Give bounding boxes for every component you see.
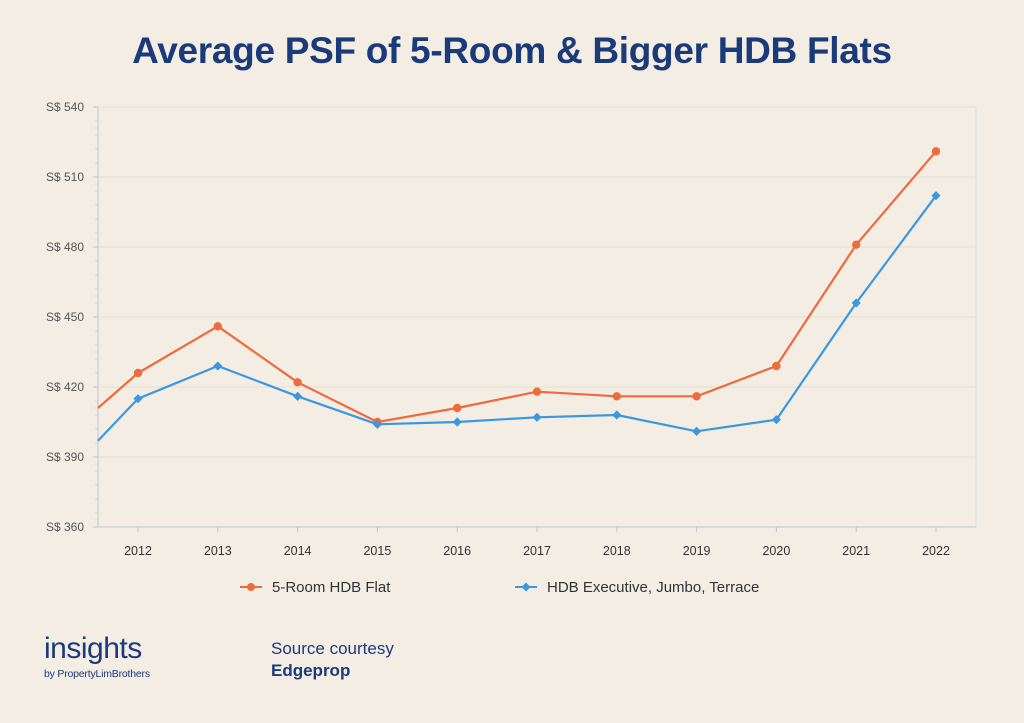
data-point (852, 240, 861, 249)
data-point (931, 147, 941, 156)
legend-label: 5-Room HDB Flat (272, 579, 391, 596)
data-point (851, 298, 861, 308)
x-tick-label: 2016 (443, 544, 471, 558)
x-tick-label: 2022 (922, 544, 950, 558)
y-tick-label: S$ 390 (46, 450, 84, 464)
data-point (133, 368, 143, 378)
data-point (532, 387, 542, 396)
x-tick-label: 2021 (842, 544, 870, 558)
x-tick-label: 2013 (204, 544, 232, 558)
x-tick-label: 2012 (124, 544, 152, 558)
data-point (372, 419, 382, 429)
data-point (612, 410, 622, 420)
y-tick-label: S$ 420 (46, 380, 84, 394)
data-point (931, 191, 941, 201)
x-axis-ticks: 2012 2013 2014 2015 2016 2017 2018 2019 2020 2021… (124, 527, 950, 558)
x-tick-label: 2014 (284, 544, 312, 558)
legend-marker (247, 583, 255, 591)
data-point (213, 361, 223, 371)
legend-label: HDB Executive, Jumbo, Terrace (547, 579, 759, 596)
y-axis-ticks: S$ 360 S$ 390 S$ 420 S$ 450 S$ 480 S$ 510 S$ 5… (46, 100, 98, 534)
data-point (293, 378, 302, 387)
legend-marker (521, 582, 531, 592)
x-tick-label: 2015 (363, 544, 391, 558)
data-point (612, 392, 621, 401)
x-tick-label: 2018 (603, 544, 631, 558)
source-credit: Source courtesy Edgeprop (271, 638, 394, 682)
series-line-1 (97, 150, 937, 424)
data-point (133, 394, 143, 404)
brand-logo: insights by PropertyLimBrothers (44, 632, 150, 681)
brand-logo-byline: by PropertyLimBrothers (44, 668, 150, 680)
data-point (213, 322, 222, 331)
data-point (772, 361, 781, 371)
series-group (97, 147, 941, 442)
y-tick-label: S$ 540 (46, 100, 84, 114)
x-tick-label: 2019 (683, 544, 711, 558)
chart-title: Average PSF of 5-Room & Bigger HDB Flats (132, 30, 892, 71)
series-line-2 (97, 195, 937, 442)
source-line: Source courtesy (271, 639, 394, 658)
source-name: Edgeprop (271, 661, 351, 680)
y-tick-label: S$ 450 (46, 310, 84, 324)
y-tick-label: S$ 360 (46, 520, 84, 534)
brand-logo-word: insights (44, 632, 142, 665)
y-tick-label: S$ 510 (46, 170, 84, 184)
data-point (692, 392, 701, 401)
gridlines (98, 106, 976, 458)
data-point (452, 417, 462, 427)
data-point (532, 412, 542, 422)
x-tick-label: 2017 (523, 544, 551, 558)
x-tick-label: 2020 (762, 544, 790, 558)
data-point (692, 426, 702, 436)
data-point (771, 415, 781, 425)
legend: 5-Room HDB Flat HDB Executive, Jumbo, Ter… (240, 579, 759, 596)
y-tick-label: S$ 480 (46, 240, 84, 254)
data-point (453, 403, 462, 413)
data-point (293, 391, 303, 401)
